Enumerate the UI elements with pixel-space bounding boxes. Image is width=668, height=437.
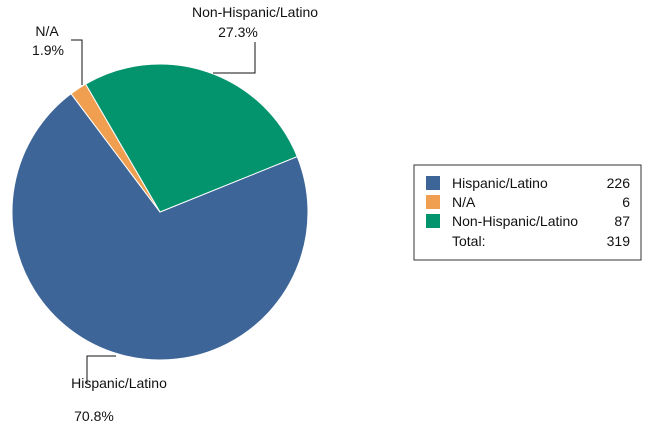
pie-slice-hispanic [11, 93, 309, 361]
legend-label-na: N/A [452, 194, 476, 210]
leader-nonhispanic [213, 42, 256, 74]
legend-label-hispanic: Hispanic/Latino [452, 175, 548, 191]
slice-percent-na: 1.9% [32, 42, 64, 58]
legend-swatch-nonhispanic [426, 214, 440, 228]
legend-count-hispanic: 226 [607, 175, 631, 191]
slice-label-nonhispanic: Non-Hispanic/Latino [192, 4, 318, 20]
legend-count-nonhispanic: 87 [614, 213, 630, 229]
slice-percent-hispanic: 70.8% [74, 408, 114, 424]
legend-box [413, 164, 642, 261]
slice-label-na: N/A [35, 23, 59, 39]
legend: Hispanic/Latino 226 N/A 6 Non-Hispanic/L… [413, 164, 642, 261]
legend-total-label: Total: [452, 233, 485, 249]
legend-count-na: 6 [622, 194, 630, 210]
slice-label-hispanic: Hispanic/Latino [71, 375, 167, 391]
leader-hispanic [86, 355, 116, 383]
legend-label-nonhispanic: Non-Hispanic/Latino [452, 213, 578, 229]
pie-slice-nonhispanic [84, 63, 298, 213]
leader-na [71, 39, 83, 85]
leader-lines [71, 39, 256, 383]
legend-total-value: 319 [607, 233, 631, 249]
pie-slices [11, 63, 309, 361]
legend-swatch-hispanic [426, 176, 440, 190]
slice-percent-nonhispanic: 27.3% [218, 24, 258, 40]
legend-swatch-na [426, 195, 440, 209]
